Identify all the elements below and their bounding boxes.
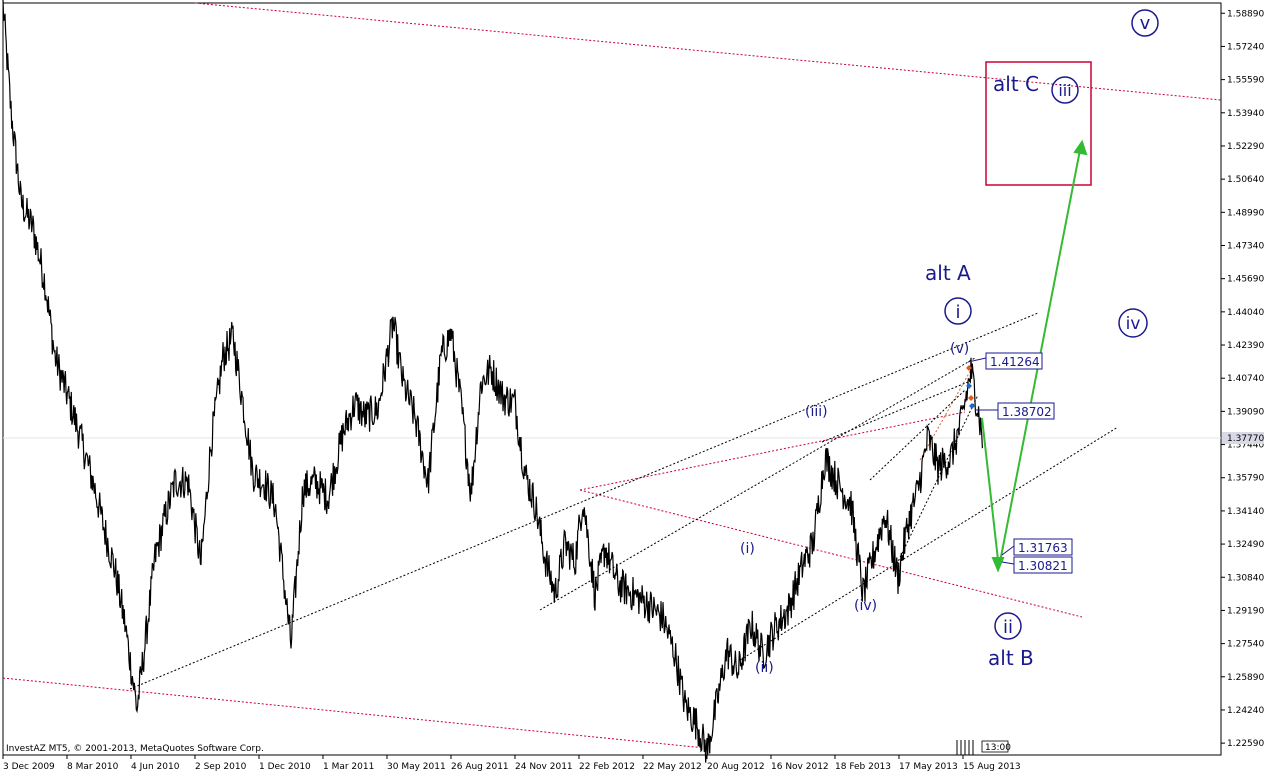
wave-circle-ii: ii [994, 612, 1022, 640]
y-tick-label: 1.39090 [1227, 407, 1264, 417]
level-label-3: 1.31763 [1018, 541, 1068, 555]
y-tick-label: 1.32490 [1227, 540, 1264, 550]
red-channel-bottom [2, 677, 706, 749]
volume-marks [956, 740, 974, 755]
price-line [2, 0, 983, 763]
level-label-2: 1.38702 [1002, 405, 1052, 419]
x-tick-label: 4 Jun 2010 [131, 762, 180, 772]
projection-up-arrowhead [1073, 139, 1088, 156]
level-box-2 [997, 402, 1055, 420]
red-fib-line-a [919, 367, 973, 461]
y-tick-label: 1.53940 [1227, 109, 1264, 119]
y-tick-label: 1.52290 [1227, 142, 1264, 152]
y-tick-label: 1.57240 [1227, 42, 1264, 52]
marker-orange-2 [968, 395, 974, 401]
y-tick-label: 1.48990 [1227, 208, 1264, 218]
level-box-1 [985, 352, 1043, 370]
y-tick-label: 1.47340 [1227, 241, 1264, 251]
x-tick-label: 8 Mar 2010 [67, 762, 119, 772]
x-tick-label: 22 May 2012 [643, 762, 702, 772]
target-box [985, 61, 1092, 186]
wave-label-v-minor: (v) [950, 341, 969, 357]
y-tick-label: 1.30840 [1227, 573, 1264, 583]
red-channel-upper-mid [579, 411, 966, 491]
y-tick-label: 1.22590 [1227, 739, 1264, 749]
x-tick-label: 26 Aug 2011 [451, 762, 509, 772]
top-markers [966, 365, 975, 409]
y-tick-label: 1.27540 [1227, 640, 1264, 650]
x-tick-label: 1 Mar 2011 [323, 762, 374, 772]
level-labels: 1.41264 1.38702 1.31763 1.30821 [967, 352, 1073, 574]
x-tick-label: 1 Dec 2010 [259, 762, 311, 772]
current-price-tag [1222, 432, 1264, 444]
wave-label-alt-a: alt A [925, 261, 971, 285]
plot-frame [2, 2, 1222, 756]
y-tick-label: 1.58890 [1227, 9, 1264, 19]
y-tick-label: 1.24240 [1227, 706, 1264, 716]
level-box-4 [1013, 556, 1073, 574]
svg-text:i: i [955, 302, 960, 323]
y-tick-label: 1.29190 [1227, 606, 1264, 616]
wave-label-iii-minor: (iii) [805, 404, 828, 420]
wave-label-ii-minor: (ii) [755, 660, 774, 676]
level-label-4: 1.30821 [1018, 559, 1068, 573]
y-tick-label: 1.35790 [1227, 474, 1264, 484]
x-tick-label: 15 Aug 2013 [963, 762, 1021, 772]
price-series [2, 0, 983, 763]
x-tick-label: 17 May 2013 [899, 762, 958, 772]
marker-orange-1 [966, 365, 972, 371]
y-tick-label: 1.45690 [1227, 275, 1264, 285]
current-price-label: 1.37770 [1227, 434, 1264, 444]
wave-label-iv-minor: (iv) [854, 598, 877, 614]
y-axis: 1.58890 1.57240 1.55590 1.53940 1.52290 1.506… [1221, 9, 1264, 749]
svg-text:iii: iii [1058, 81, 1071, 100]
timeframe-badge: 13:00 [985, 743, 1011, 753]
svg-text:ii: ii [1003, 617, 1013, 638]
wave-label-i-minor: (i) [740, 541, 755, 557]
x-tick-label: 3 Dec 2009 [3, 762, 55, 772]
wave-label-alt-b: alt B [988, 646, 1034, 670]
x-tick-label: 16 Nov 2012 [771, 762, 829, 772]
y-tick-label: 1.37440 [1227, 441, 1264, 451]
marker-blue-2 [969, 403, 975, 409]
copyright-text: InvestAZ MT5, © 2001-2013, MetaQuotes So… [6, 744, 264, 754]
projection-down-line [981, 417, 999, 561]
y-tick-label: 1.40740 [1227, 374, 1264, 384]
svg-text:iv: iv [1126, 314, 1141, 334]
x-tick-label: 20 Aug 2012 [707, 762, 765, 772]
x-tick-label: 24 Nov 2011 [515, 762, 573, 772]
x-tick-label: 30 May 2011 [387, 762, 446, 772]
x-tick-label: 22 Feb 2012 [579, 762, 635, 772]
y-tick-label: 1.25890 [1227, 673, 1264, 683]
wave-circle-iii: iii [1051, 76, 1079, 104]
level-label-1: 1.41264 [990, 355, 1040, 369]
y-tick-label: 1.44040 [1227, 308, 1264, 318]
svg-text:v: v [1140, 13, 1151, 34]
wave-circle-iv: iv [1118, 308, 1148, 338]
y-tick-label: 1.50640 [1227, 175, 1264, 185]
marker-blue-1 [966, 383, 972, 389]
x-tick-label: 2 Sep 2010 [195, 762, 247, 772]
level-box-3 [1013, 538, 1073, 556]
wave-circle-v: v [1131, 9, 1159, 37]
y-tick-label: 1.55590 [1227, 76, 1264, 86]
timeframe-badge-box [981, 740, 1009, 753]
x-tick-label: 18 Feb 2013 [835, 762, 891, 772]
y-tick-label: 1.42390 [1227, 341, 1264, 351]
y-tick-label: 1.34140 [1227, 507, 1264, 517]
black-trend-4 [869, 389, 966, 481]
wave-label-alt-c: alt C [993, 72, 1039, 96]
wave-circle-i: i [944, 297, 972, 325]
x-axis: 3 Dec 2009 8 Mar 2010 4 Jun 2010 2 Sep 2010… [2, 755, 1021, 772]
